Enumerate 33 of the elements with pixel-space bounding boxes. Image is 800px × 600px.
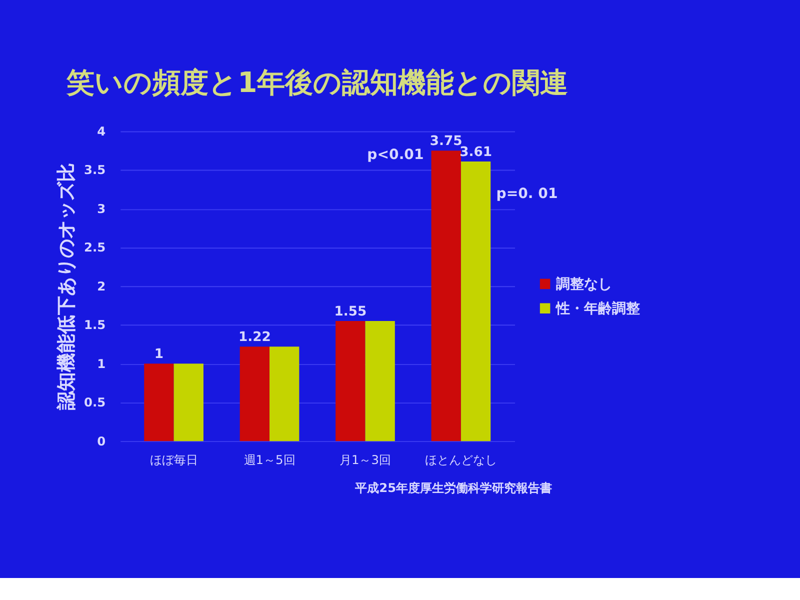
y-axis-title: 認知機能低下ありのオッズ比 xyxy=(56,163,78,412)
bar xyxy=(240,346,270,442)
annotation: p<0.01 xyxy=(367,147,424,164)
x-tick-label: 週1～5回 xyxy=(244,453,296,468)
bar xyxy=(174,364,204,442)
legend-label: 調整なし xyxy=(556,276,612,293)
bar xyxy=(270,346,300,442)
data-label: 1.22 xyxy=(238,330,271,345)
y-tick-label: 3 xyxy=(97,202,106,216)
bar xyxy=(365,321,395,442)
data-label: 3.75 xyxy=(430,134,462,149)
text: 平成25年度厚生労働科学研究報告書 xyxy=(354,480,552,495)
y-tick-label: 1.5 xyxy=(84,318,106,332)
y-tick-label: 1 xyxy=(97,356,106,371)
bar xyxy=(460,161,491,442)
data-label: 3.61 xyxy=(460,144,492,160)
y-tick-label: 0 xyxy=(97,434,106,448)
y-tick-label: 4 xyxy=(97,124,106,138)
y-tick-label: 2.5 xyxy=(84,240,106,255)
legend-label: 性・年齢調整 xyxy=(554,300,641,318)
annotation: p=0. 01 xyxy=(496,186,558,202)
x-tick-label: ほぼ毎日 xyxy=(150,453,198,468)
y-tick-label: 3.5 xyxy=(84,163,106,178)
x-tick-label: ほとんどなし xyxy=(424,453,497,468)
bar xyxy=(336,321,366,442)
bar xyxy=(144,364,174,442)
chart-title: 笑いの頻度と1年後の認知機能との関連 xyxy=(66,66,568,99)
data-label: 1 xyxy=(154,347,164,362)
data-label: 1.55 xyxy=(334,304,367,320)
y-tick-label: 0.5 xyxy=(84,396,106,410)
y-tick-label: 2 xyxy=(97,279,106,294)
bar xyxy=(431,150,461,442)
x-tick-label: 月1～3回 xyxy=(339,453,391,468)
